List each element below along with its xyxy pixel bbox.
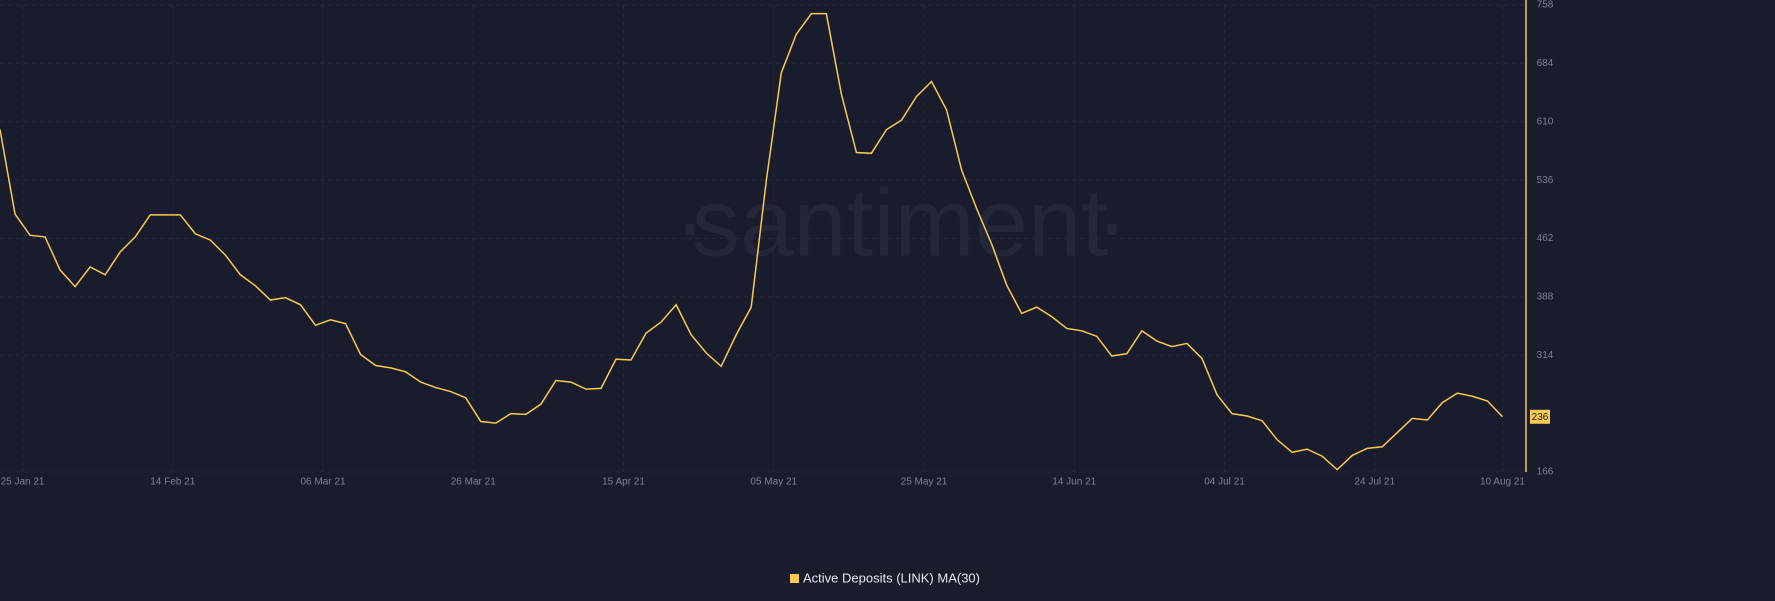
x-tick-label: 25 May 21: [901, 477, 948, 488]
legend: Active Deposits (LINK) MA(30): [790, 570, 980, 585]
watermark-dot: ·: [674, 169, 706, 276]
x-tick-label: 06 Mar 21: [301, 477, 346, 488]
last-value-box: [1530, 409, 1550, 424]
y-tick-label: 610: [1537, 116, 1554, 127]
x-tick-label: 14 Jun 21: [1052, 477, 1096, 488]
y-tick-label: 536: [1537, 175, 1554, 186]
y-tick-label: 314: [1537, 350, 1554, 361]
x-tick-label: 15 Apr 21: [602, 477, 645, 488]
x-tick-label: 24 Jul 21: [1354, 477, 1395, 488]
x-tick-label: 10 Aug 21: [1480, 477, 1525, 488]
data-line: [0, 12, 1504, 471]
y-tick-label: 758: [1537, 0, 1554, 11]
last-value-label: 236: [1532, 412, 1549, 423]
y-tick-label: 462: [1537, 233, 1554, 244]
x-tick-label: 14 Feb 21: [150, 477, 195, 488]
y-tick-label: 684: [1537, 58, 1554, 69]
x-tick-label: 04 Jul 21: [1204, 477, 1245, 488]
legend-swatch: [790, 574, 799, 583]
y-tick-label: 166: [1537, 467, 1554, 478]
x-tick-label: 05 May 21: [750, 477, 797, 488]
watermark: santiment: [692, 169, 1108, 276]
x-tick-label: 25 Jan 21: [1, 477, 45, 488]
x-tick-label: 26 Mar 21: [451, 477, 496, 488]
watermark-dot: ·: [1096, 169, 1128, 276]
legend-label[interactable]: Active Deposits (LINK) MA(30): [803, 570, 980, 585]
y-tick-label: 388: [1537, 292, 1554, 303]
